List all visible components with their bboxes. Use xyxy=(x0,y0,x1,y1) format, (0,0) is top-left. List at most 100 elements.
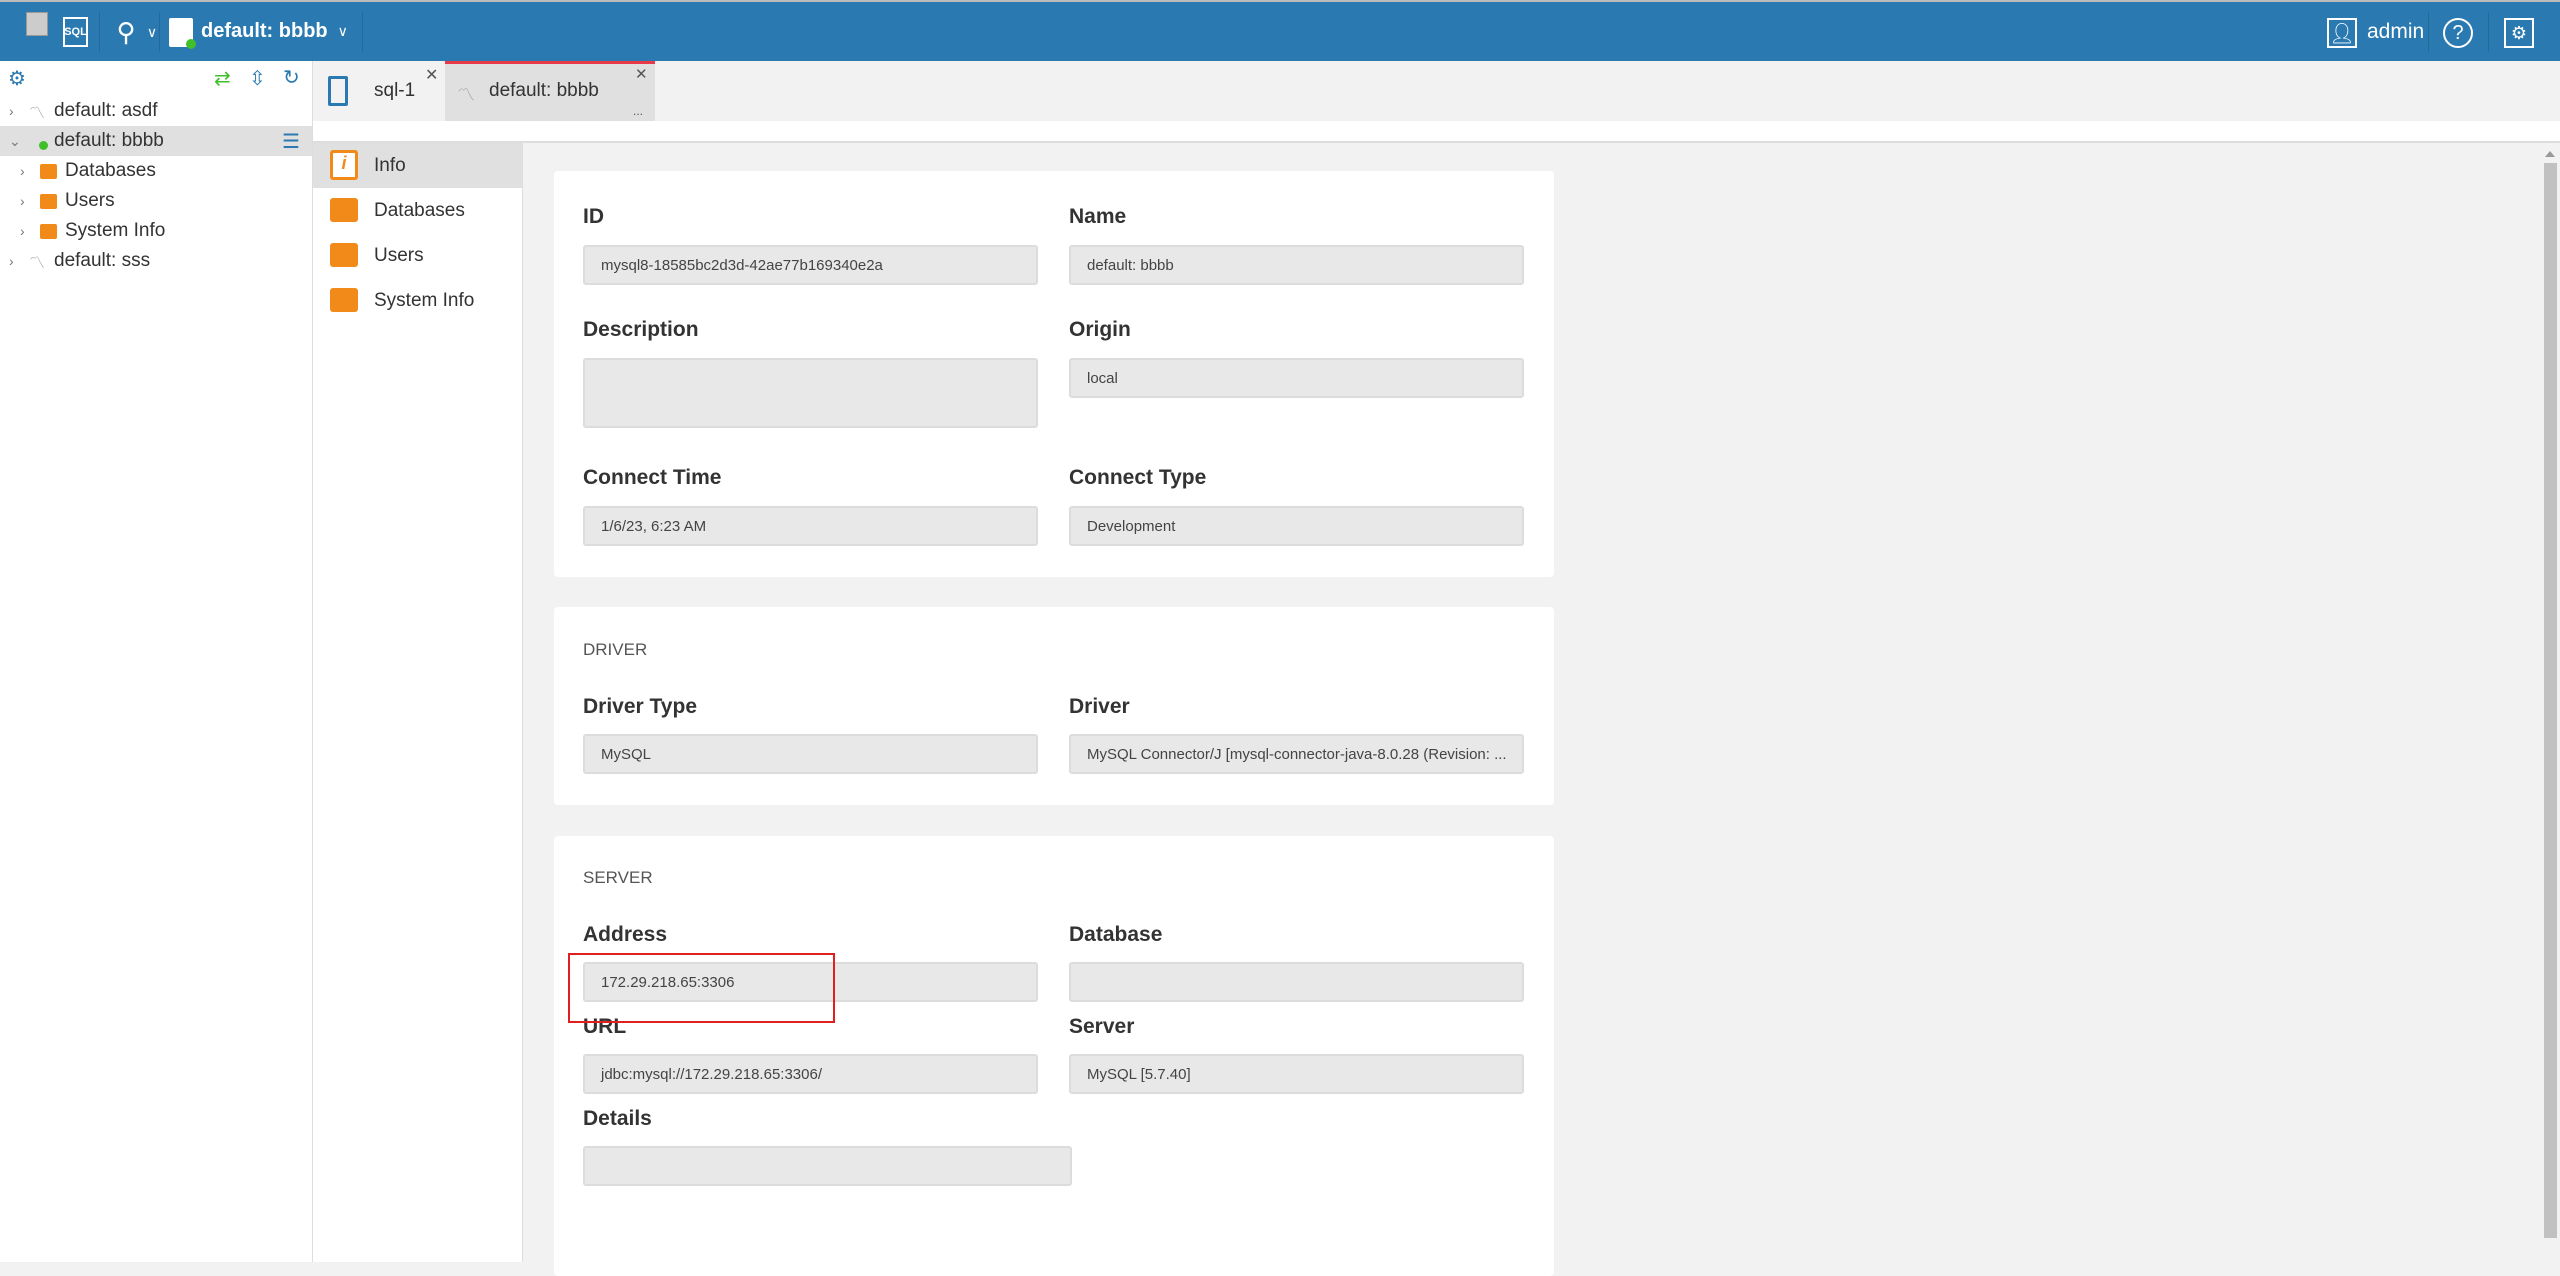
tree-item-label: default: asdf xyxy=(54,100,158,121)
object-editor-nav: i Info Databases Users System Info xyxy=(313,143,523,1262)
connected-dot-icon xyxy=(39,141,48,150)
general-card: ID mysql8-18585bc2d3d-42ae77b169340e2a N… xyxy=(554,171,1554,577)
chevron-right-icon[interactable]: › xyxy=(9,103,14,119)
close-icon[interactable]: ✕ xyxy=(635,66,648,83)
close-icon[interactable]: ✕ xyxy=(425,67,439,84)
connect-type-field[interactable]: Development xyxy=(1069,506,1524,546)
nav-info[interactable]: i Info xyxy=(313,143,522,188)
driver-type-field[interactable]: MySQL xyxy=(583,734,1038,774)
connect-time-label: Connect Time xyxy=(583,466,722,489)
tree-item-bbbb[interactable]: ⌄ default: bbbb ☰ xyxy=(0,126,312,156)
transaction-log-button[interactable]: ⚲ xyxy=(116,16,136,47)
user-name[interactable]: admin xyxy=(2367,20,2425,43)
nav-users[interactable]: Users xyxy=(313,233,522,278)
info-folder-icon xyxy=(330,288,358,312)
address-label: Address xyxy=(583,923,668,946)
driver-type-label: Driver Type xyxy=(583,695,697,718)
tree-item-label: Databases xyxy=(65,160,156,181)
nav-label: Info xyxy=(374,154,406,176)
origin-label: Origin xyxy=(1069,318,1131,341)
nav-databases[interactable]: Databases xyxy=(313,188,522,233)
tree-item-system-info[interactable]: › System Info xyxy=(0,216,312,246)
tree-item-label: default: bbbb xyxy=(54,130,164,151)
broken-logo-icon xyxy=(26,12,48,36)
databases-folder-icon xyxy=(330,198,358,222)
tree-item-label: System Info xyxy=(65,220,166,241)
details-label: Details xyxy=(583,1107,652,1130)
editor-tabs: sql-1 ✕ 〽 default: bbbb ✕ ... xyxy=(313,61,2560,121)
connect-time-field[interactable]: 1/6/23, 6:23 AM xyxy=(583,506,1038,546)
users-folder-icon xyxy=(40,194,57,209)
tree-item-label: Users xyxy=(65,190,115,211)
user-icon[interactable]: 👤︎ xyxy=(2327,18,2357,48)
active-connection-label: default: bbbb xyxy=(201,20,328,42)
vertical-scrollbar[interactable] xyxy=(2541,143,2560,1262)
id-field[interactable]: mysql8-18585bc2d3d-42ae77b169340e2a xyxy=(583,245,1038,285)
tree-item-databases[interactable]: › Databases xyxy=(0,156,312,186)
scroll-up-icon[interactable] xyxy=(2545,151,2555,157)
chevron-right-icon[interactable]: › xyxy=(20,193,25,209)
tree-item-sss[interactable]: › 〽 default: sss xyxy=(0,246,312,276)
refresh-icon[interactable]: ↻ xyxy=(283,67,300,89)
chevron-down-icon[interactable]: ∨ xyxy=(146,23,158,40)
details-field[interactable] xyxy=(583,1146,1072,1186)
scrollbar-thumb[interactable] xyxy=(2544,163,2557,1238)
settings-gear-icon[interactable]: ⚙ xyxy=(2504,18,2534,48)
address-field[interactable]: 172.29.218.65:3306 xyxy=(583,962,1038,1002)
server-card: SERVER Address 172.29.218.65:3306 Databa… xyxy=(554,836,1554,1276)
nav-label: Users xyxy=(374,244,424,266)
driver-field[interactable]: MySQL Connector/J [mysql-connector-java-… xyxy=(1069,734,1524,774)
tab-default-bbbb[interactable]: 〽 default: bbbb ✕ ... xyxy=(445,61,655,121)
id-label: ID xyxy=(583,205,604,228)
chevron-right-icon[interactable]: › xyxy=(20,163,25,179)
sql-script-icon xyxy=(328,76,348,106)
more-icon[interactable]: ... xyxy=(633,104,644,118)
help-icon[interactable]: ? xyxy=(2443,18,2473,48)
editor-toolbar-strip xyxy=(313,121,2560,143)
server-label: Server xyxy=(1069,1015,1135,1038)
driver-section-title: DRIVER xyxy=(583,640,648,659)
info-folder-icon xyxy=(40,224,57,239)
nav-system-info[interactable]: System Info xyxy=(313,278,522,323)
menu-icon[interactable]: ☰ xyxy=(282,130,300,153)
name-label: Name xyxy=(1069,205,1127,228)
tab-sql-1[interactable]: sql-1 ✕ xyxy=(313,61,445,121)
collapse-all-icon[interactable]: ⇳ xyxy=(249,68,266,90)
tree-item-label: default: sss xyxy=(54,250,151,271)
url-label: URL xyxy=(583,1015,627,1038)
driver-card: DRIVER Driver Type MySQL Driver MySQL Co… xyxy=(554,607,1554,805)
sql-icon: SQL xyxy=(64,26,87,38)
navigator-sidebar: ⚙ ⇄ ⇳ ↻ › 〽 default: asdf ⌄ default: bbb… xyxy=(0,61,313,1262)
mysql-dolphin-icon: 〽 xyxy=(29,105,46,122)
origin-field[interactable]: local xyxy=(1069,358,1524,398)
info-icon: i xyxy=(330,150,358,180)
tree-item-users[interactable]: › Users xyxy=(0,186,312,216)
nav-label: System Info xyxy=(374,289,475,311)
tree-item-asdf[interactable]: › 〽 default: asdf xyxy=(0,96,312,126)
mysql-dolphin-icon: 〽 xyxy=(29,255,46,272)
server-field[interactable]: MySQL [5.7.40] xyxy=(1069,1054,1524,1094)
driver-label: Driver xyxy=(1069,695,1130,718)
highlight-box xyxy=(568,953,835,1023)
mysql-connection-icon xyxy=(169,18,196,49)
chevron-right-icon[interactable]: › xyxy=(9,253,14,269)
link-editor-icon[interactable]: ⇄ xyxy=(214,68,231,90)
database-field[interactable] xyxy=(1069,962,1524,1002)
name-field[interactable]: default: bbbb xyxy=(1069,245,1524,285)
database-label: Database xyxy=(1069,923,1163,946)
chevron-down-icon[interactable]: ∨ xyxy=(337,23,348,39)
active-connection-selector[interactable]: default: bbbb ∨ xyxy=(201,2,348,61)
url-field[interactable]: jdbc:mysql://172.29.218.65:3306/ xyxy=(583,1054,1038,1094)
server-section-title: SERVER xyxy=(583,868,653,887)
databases-folder-icon xyxy=(40,164,57,179)
tab-label: default: bbbb xyxy=(489,80,599,101)
chevron-right-icon[interactable]: › xyxy=(20,223,25,239)
chevron-down-icon[interactable]: ⌄ xyxy=(9,132,21,149)
connect-type-label: Connect Type xyxy=(1069,466,1207,489)
description-textarea[interactable] xyxy=(583,358,1038,428)
description-label: Description xyxy=(583,318,699,341)
top-toolbar: SQL ⚲ ∨ default: bbbb ∨ 👤︎ admin ? ⚙ xyxy=(0,0,2560,61)
users-folder-icon xyxy=(330,243,358,267)
sql-editor-button[interactable]: SQL xyxy=(63,17,88,47)
gear-icon[interactable]: ⚙ xyxy=(8,68,26,90)
